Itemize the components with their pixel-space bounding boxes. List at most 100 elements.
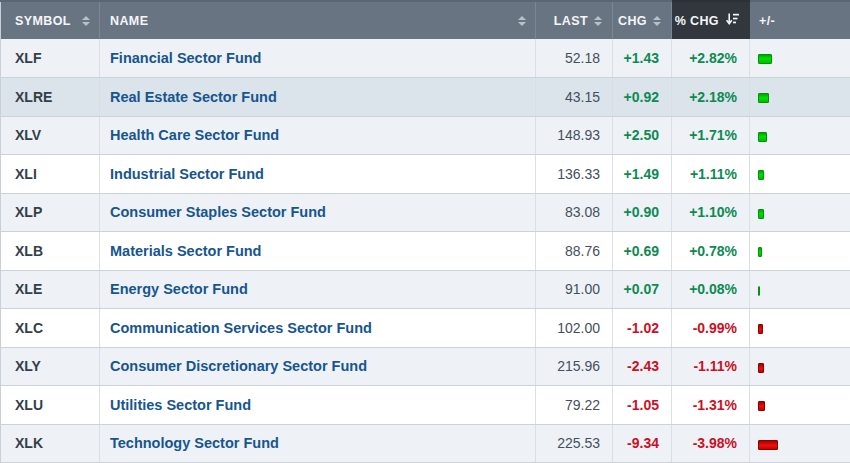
name-cell: Consumer Discretionary Sector Fund [100, 347, 536, 386]
symbol-cell: XLE [1, 270, 100, 309]
change-cell: +0.07 [613, 270, 672, 309]
column-header-symbol[interactable]: SYMBOL [1, 1, 100, 39]
fund-name-link[interactable]: Communication Services Sector Fund [110, 320, 372, 336]
table-row-xlu: XLU Utilities Sector Fund 79.22-1.05-1.31% [1, 386, 850, 425]
fund-name-link[interactable]: Technology Sector Fund [110, 435, 279, 451]
change-cell: -2.43 [613, 347, 672, 386]
gain-bar-icon [758, 170, 764, 180]
change-cell: -1.02 [613, 309, 672, 348]
table-row-xly: XLYConsumer Discretionary Sector Fund215… [1, 347, 850, 386]
fund-name-link[interactable]: Industrial Sector Fund [110, 166, 264, 182]
column-label-symbol: SYMBOL [15, 14, 71, 28]
name-cell: Health Care Sector Fund [100, 116, 536, 155]
last-price-cell: 136.33 [536, 155, 613, 194]
column-header-chg[interactable]: CHG [613, 1, 672, 39]
change-bar-cell [750, 309, 850, 348]
symbol-cell: XLP [1, 193, 100, 232]
change-bar-cell [750, 155, 850, 194]
column-header-chg[interactable]: % CHG [672, 1, 750, 39]
percent-change-cell: -0.99% [672, 309, 750, 348]
column-header-name[interactable]: NAME [100, 1, 536, 39]
percent-change-cell: -1.31% [672, 386, 750, 425]
change-bar-cell [750, 193, 850, 232]
change-cell: +0.90 [613, 193, 672, 232]
change-bar-cell [750, 232, 850, 271]
name-cell: Materials Sector Fund [100, 232, 536, 271]
change-bar-cell [750, 116, 850, 155]
last-price-cell: 225.53 [536, 424, 613, 463]
fund-name-link[interactable]: Utilities Sector Fund [110, 397, 251, 413]
change-cell: -1.05 [613, 386, 672, 425]
table-row-xlv: XLVHealth Care Sector Fund148.93+2.50+1.… [1, 116, 850, 155]
table-row-xlf: XLFFinancial Sector Fund52.18+1.43+2.82% [1, 39, 850, 78]
table-row-xli: XLIIndustrial Sector Fund136.33+1.49+1.1… [1, 155, 850, 194]
gain-bar-icon [758, 209, 764, 219]
name-cell: Energy Sector Fund [100, 270, 536, 309]
gain-bar-icon [758, 93, 769, 103]
sort-toggle-icon[interactable] [518, 16, 526, 26]
last-price-cell: 91.00 [536, 270, 613, 309]
table-row-xlb: XLB Materials Sector Fund 88.76+0.69+0.78% [1, 232, 850, 271]
change-cell: +0.69 [613, 232, 672, 271]
column-label-col: +/- [759, 14, 775, 28]
fund-name-link[interactable]: Financial Sector Fund [110, 50, 261, 66]
header-row: SYMBOL NAME LAST CHG% CHG +/- [1, 1, 850, 39]
sort-descending-icon[interactable] [726, 13, 739, 28]
name-cell: Communication Services Sector Fund [100, 309, 536, 348]
fund-name-link[interactable]: Materials Sector Fund [110, 243, 261, 259]
change-bar-cell [750, 270, 850, 309]
fund-name-link[interactable]: Consumer Staples Sector Fund [110, 204, 326, 220]
gain-bar-icon [758, 132, 767, 142]
sector-etf-quote-table: SYMBOL NAME LAST CHG% CHG +/- XLFFinancial S… [0, 0, 850, 463]
change-bar-cell [750, 386, 850, 425]
last-price-cell: 43.15 [536, 78, 613, 117]
change-cell: -9.34 [613, 424, 672, 463]
symbol-cell: XLRE [1, 78, 100, 117]
loss-bar-icon [758, 363, 764, 373]
name-cell: Financial Sector Fund [100, 39, 536, 78]
last-price-cell: 88.76 [536, 232, 613, 271]
table-row-xle: XLE Energy Sector Fund 91.00+0.07+0.08% [1, 270, 850, 309]
symbol-cell: XLU [1, 386, 100, 425]
last-price-cell: 102.00 [536, 309, 613, 348]
change-bar-cell [750, 78, 850, 117]
name-cell: Utilities Sector Fund [100, 386, 536, 425]
percent-change-cell: +0.08% [672, 270, 750, 309]
table-row-xlk: XLKTechnology Sector Fund225.53-9.34-3.9… [1, 424, 850, 463]
sort-toggle-icon[interactable] [594, 16, 602, 26]
percent-change-cell: +1.11% [672, 155, 750, 194]
symbol-cell: XLC [1, 309, 100, 348]
last-price-cell: 215.96 [536, 347, 613, 386]
sort-toggle-icon[interactable] [82, 16, 90, 26]
symbol-cell: XLK [1, 424, 100, 463]
loss-bar-icon [758, 440, 778, 450]
column-header-last[interactable]: LAST [536, 1, 613, 39]
column-header-col: +/- [750, 1, 850, 39]
percent-change-cell: +2.18% [672, 78, 750, 117]
symbol-cell: XLB [1, 232, 100, 271]
gain-bar-icon [758, 286, 760, 296]
change-bar-cell [750, 347, 850, 386]
fund-name-link[interactable]: Energy Sector Fund [110, 281, 248, 297]
name-cell: Consumer Staples Sector Fund [100, 193, 536, 232]
fund-name-link[interactable]: Health Care Sector Fund [110, 127, 279, 143]
table-header: SYMBOL NAME LAST CHG% CHG +/- [1, 1, 850, 39]
change-cell: +1.49 [613, 155, 672, 194]
change-bar-cell [750, 39, 850, 78]
loss-bar-icon [758, 324, 763, 334]
percent-change-cell: +1.71% [672, 116, 750, 155]
percent-change-cell: +1.10% [672, 193, 750, 232]
fund-name-link[interactable]: Real Estate Sector Fund [110, 89, 277, 105]
table-row-xlre: XLRE Real Estate Sector Fund 43.15+0.92+2.… [1, 78, 850, 117]
last-price-cell: 79.22 [536, 386, 613, 425]
name-cell: Technology Sector Fund [100, 424, 536, 463]
column-label-name: NAME [110, 14, 148, 28]
gain-bar-icon [758, 247, 762, 257]
table-body: XLFFinancial Sector Fund52.18+1.43+2.82%… [1, 39, 850, 463]
column-label-last: LAST [554, 14, 588, 28]
sort-toggle-icon[interactable] [653, 16, 661, 26]
fund-name-link[interactable]: Consumer Discretionary Sector Fund [110, 358, 367, 374]
change-cell: +0.92 [613, 78, 672, 117]
change-cell: +2.50 [613, 116, 672, 155]
percent-change-cell: +0.78% [672, 232, 750, 271]
